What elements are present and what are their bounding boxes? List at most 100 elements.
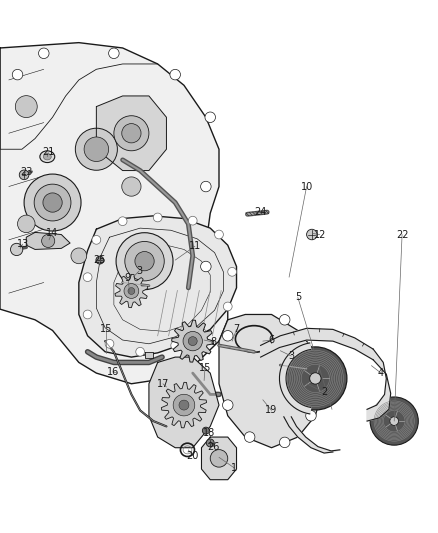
Circle shape bbox=[171, 341, 180, 350]
Text: 12: 12 bbox=[314, 230, 326, 239]
Text: 15: 15 bbox=[199, 363, 211, 373]
Circle shape bbox=[179, 400, 189, 410]
Circle shape bbox=[202, 427, 209, 434]
Circle shape bbox=[223, 400, 233, 410]
Circle shape bbox=[114, 116, 149, 151]
Circle shape bbox=[284, 347, 347, 410]
Circle shape bbox=[306, 357, 316, 368]
Text: 1: 1 bbox=[231, 463, 237, 473]
Circle shape bbox=[206, 439, 214, 447]
Circle shape bbox=[118, 217, 127, 225]
Polygon shape bbox=[201, 437, 237, 480]
Circle shape bbox=[75, 128, 117, 170]
Polygon shape bbox=[219, 314, 324, 448]
Polygon shape bbox=[172, 320, 214, 362]
Circle shape bbox=[187, 325, 198, 336]
Circle shape bbox=[135, 252, 154, 271]
Circle shape bbox=[223, 302, 232, 311]
Polygon shape bbox=[279, 343, 311, 414]
Text: 20: 20 bbox=[187, 451, 199, 461]
Text: 2: 2 bbox=[321, 387, 327, 397]
Ellipse shape bbox=[43, 154, 51, 160]
Circle shape bbox=[210, 450, 228, 467]
Polygon shape bbox=[115, 274, 148, 308]
Text: 5: 5 bbox=[295, 293, 301, 302]
Text: 14: 14 bbox=[46, 229, 58, 238]
Circle shape bbox=[310, 373, 321, 384]
Text: 26: 26 bbox=[208, 442, 220, 451]
Text: 15: 15 bbox=[100, 325, 112, 334]
Circle shape bbox=[201, 261, 211, 272]
Text: 16: 16 bbox=[107, 367, 119, 377]
Circle shape bbox=[201, 181, 211, 192]
Circle shape bbox=[279, 314, 290, 325]
Circle shape bbox=[105, 340, 114, 348]
Circle shape bbox=[84, 137, 109, 161]
Circle shape bbox=[122, 177, 141, 196]
Circle shape bbox=[43, 193, 62, 212]
Circle shape bbox=[370, 397, 418, 445]
Circle shape bbox=[19, 170, 29, 180]
Polygon shape bbox=[367, 349, 391, 421]
Circle shape bbox=[279, 437, 290, 448]
Circle shape bbox=[188, 216, 197, 225]
Circle shape bbox=[188, 337, 197, 345]
Polygon shape bbox=[79, 216, 237, 357]
Circle shape bbox=[124, 284, 139, 298]
Text: 4: 4 bbox=[378, 368, 384, 378]
Text: 25: 25 bbox=[94, 255, 106, 265]
Circle shape bbox=[307, 229, 317, 240]
Text: 19: 19 bbox=[265, 406, 278, 415]
Circle shape bbox=[42, 235, 55, 247]
Polygon shape bbox=[0, 43, 228, 384]
Circle shape bbox=[205, 112, 215, 123]
Circle shape bbox=[125, 241, 164, 281]
Circle shape bbox=[12, 69, 23, 80]
Polygon shape bbox=[161, 382, 207, 428]
Circle shape bbox=[390, 417, 399, 425]
Text: 18: 18 bbox=[203, 428, 215, 438]
Text: 24: 24 bbox=[254, 207, 267, 217]
Circle shape bbox=[15, 95, 37, 118]
Polygon shape bbox=[284, 417, 340, 453]
Text: 3: 3 bbox=[136, 266, 142, 276]
Polygon shape bbox=[149, 357, 219, 448]
Text: 8: 8 bbox=[211, 337, 217, 347]
Text: 10: 10 bbox=[300, 182, 313, 191]
Circle shape bbox=[244, 432, 255, 442]
Text: 9: 9 bbox=[125, 273, 131, 283]
Circle shape bbox=[34, 184, 71, 221]
Circle shape bbox=[128, 288, 135, 294]
Polygon shape bbox=[96, 96, 166, 171]
Circle shape bbox=[136, 348, 145, 356]
Circle shape bbox=[153, 213, 162, 222]
Circle shape bbox=[170, 69, 180, 80]
Circle shape bbox=[183, 332, 202, 351]
Circle shape bbox=[71, 248, 87, 264]
Circle shape bbox=[109, 48, 119, 59]
Circle shape bbox=[223, 330, 233, 341]
Circle shape bbox=[228, 268, 237, 276]
Polygon shape bbox=[261, 328, 373, 360]
Circle shape bbox=[116, 233, 173, 289]
Text: 21: 21 bbox=[42, 148, 54, 157]
Text: 13: 13 bbox=[17, 239, 29, 249]
Circle shape bbox=[92, 236, 101, 244]
Circle shape bbox=[11, 243, 23, 256]
Circle shape bbox=[18, 215, 35, 232]
Text: 17: 17 bbox=[157, 379, 169, 389]
Text: 7: 7 bbox=[233, 325, 240, 334]
Circle shape bbox=[83, 273, 92, 281]
Circle shape bbox=[173, 394, 195, 416]
Circle shape bbox=[215, 230, 223, 239]
Circle shape bbox=[96, 256, 104, 264]
Text: 3: 3 bbox=[288, 351, 294, 361]
Circle shape bbox=[83, 310, 92, 319]
Ellipse shape bbox=[40, 151, 55, 163]
Polygon shape bbox=[145, 352, 153, 358]
Polygon shape bbox=[26, 232, 70, 249]
Text: 11: 11 bbox=[189, 241, 201, 251]
Circle shape bbox=[306, 410, 316, 421]
Text: 22: 22 bbox=[396, 230, 408, 239]
Circle shape bbox=[24, 174, 81, 231]
